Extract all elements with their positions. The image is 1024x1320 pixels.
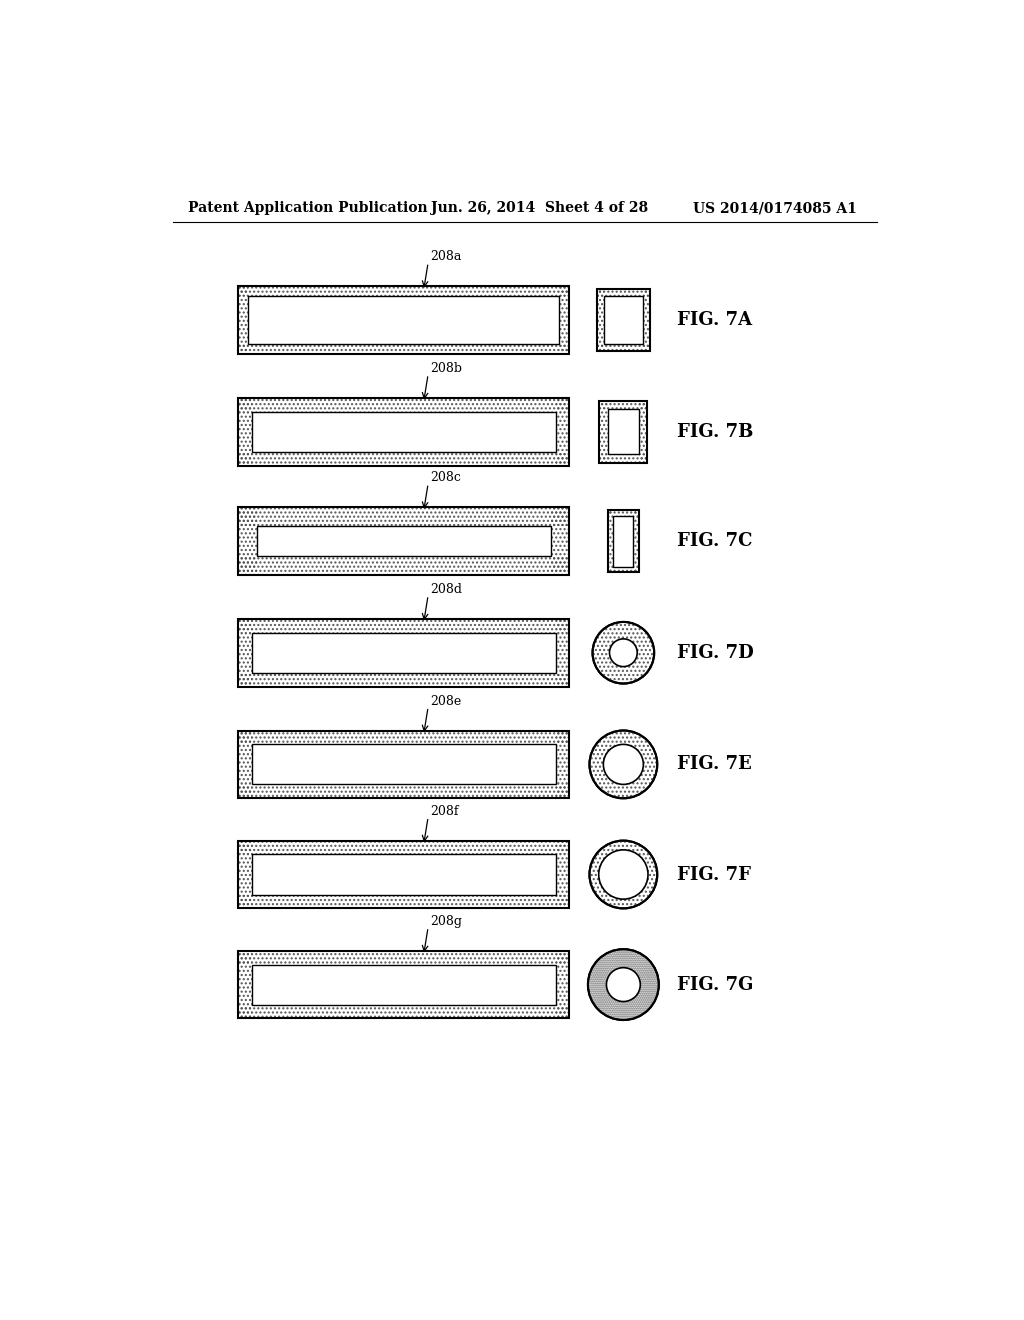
Bar <box>556 730 569 799</box>
Bar <box>239 286 569 296</box>
Bar <box>239 730 252 799</box>
Bar <box>252 965 556 1005</box>
Bar <box>608 511 639 572</box>
Bar <box>239 507 257 576</box>
Text: 208g: 208g <box>430 915 462 928</box>
Bar <box>239 730 569 744</box>
Bar <box>252 412 556 451</box>
Bar <box>239 841 569 908</box>
Ellipse shape <box>606 968 640 1002</box>
Bar <box>252 854 556 895</box>
Text: Jun. 26, 2014  Sheet 4 of 28: Jun. 26, 2014 Sheet 4 of 28 <box>431 202 648 215</box>
Bar <box>239 895 569 908</box>
Text: 208a: 208a <box>430 251 461 264</box>
Bar <box>239 673 569 686</box>
Bar <box>239 950 569 1019</box>
Text: Patent Application Publication: Patent Application Publication <box>188 202 428 215</box>
Bar <box>239 286 569 354</box>
Bar <box>239 950 569 965</box>
Bar <box>239 784 569 799</box>
Bar <box>239 730 569 799</box>
Bar <box>239 507 569 576</box>
Bar <box>239 619 569 686</box>
Bar <box>608 409 639 454</box>
Bar <box>556 950 569 1019</box>
Bar <box>597 289 649 351</box>
Bar <box>239 841 569 854</box>
Text: FIG. 7F: FIG. 7F <box>677 866 752 883</box>
Bar <box>559 286 569 354</box>
Bar <box>257 525 551 557</box>
Text: FIG. 7A: FIG. 7A <box>677 312 753 329</box>
Bar <box>239 345 569 354</box>
Bar <box>608 566 639 572</box>
Bar <box>597 289 604 351</box>
Bar <box>239 397 569 466</box>
Ellipse shape <box>603 744 643 784</box>
Text: FIG. 7E: FIG. 7E <box>677 755 752 774</box>
Bar <box>597 345 649 351</box>
Bar <box>599 401 608 462</box>
Bar <box>604 296 643 345</box>
Bar <box>597 289 649 351</box>
Bar <box>239 841 252 908</box>
Text: 208e: 208e <box>430 694 461 708</box>
Bar <box>239 619 252 686</box>
Bar <box>643 289 649 351</box>
Text: US 2014/0174085 A1: US 2014/0174085 A1 <box>692 202 856 215</box>
Bar <box>249 296 559 345</box>
Bar <box>239 397 569 412</box>
Bar <box>239 397 569 466</box>
Bar <box>239 557 569 576</box>
Bar <box>239 507 569 576</box>
Bar <box>599 401 647 409</box>
Text: 208d: 208d <box>430 583 462 597</box>
Bar <box>556 619 569 686</box>
Text: FIG. 7C: FIG. 7C <box>677 532 753 550</box>
Ellipse shape <box>588 949 658 1020</box>
Bar <box>634 511 639 572</box>
Bar <box>239 451 569 466</box>
Bar <box>239 1005 569 1019</box>
Bar <box>239 397 252 466</box>
Ellipse shape <box>599 850 648 899</box>
Bar <box>613 516 634 566</box>
Bar <box>556 397 569 466</box>
Bar <box>599 454 647 462</box>
Bar <box>239 619 569 632</box>
Bar <box>239 841 569 908</box>
Ellipse shape <box>609 639 637 667</box>
Bar <box>608 511 613 572</box>
Bar <box>551 507 569 576</box>
Bar <box>599 401 647 462</box>
Bar <box>556 841 569 908</box>
Bar <box>239 286 249 354</box>
Text: FIG. 7D: FIG. 7D <box>677 644 754 661</box>
Text: 208c: 208c <box>430 471 461 484</box>
Bar <box>639 401 647 462</box>
Bar <box>252 744 556 784</box>
Ellipse shape <box>590 841 657 908</box>
Text: FIG. 7B: FIG. 7B <box>677 422 754 441</box>
Ellipse shape <box>590 730 657 799</box>
Ellipse shape <box>593 622 654 684</box>
Bar <box>597 289 649 296</box>
Bar <box>239 730 569 799</box>
Bar <box>239 950 252 1019</box>
Bar <box>599 401 647 462</box>
Bar <box>608 511 639 572</box>
Bar <box>239 619 569 686</box>
Text: 208f: 208f <box>430 805 458 818</box>
Bar <box>252 632 556 673</box>
Bar <box>239 286 569 354</box>
Bar <box>608 511 639 516</box>
Bar <box>239 950 569 1019</box>
Text: FIG. 7G: FIG. 7G <box>677 975 754 994</box>
Bar <box>239 507 569 525</box>
Text: 208b: 208b <box>430 362 462 375</box>
